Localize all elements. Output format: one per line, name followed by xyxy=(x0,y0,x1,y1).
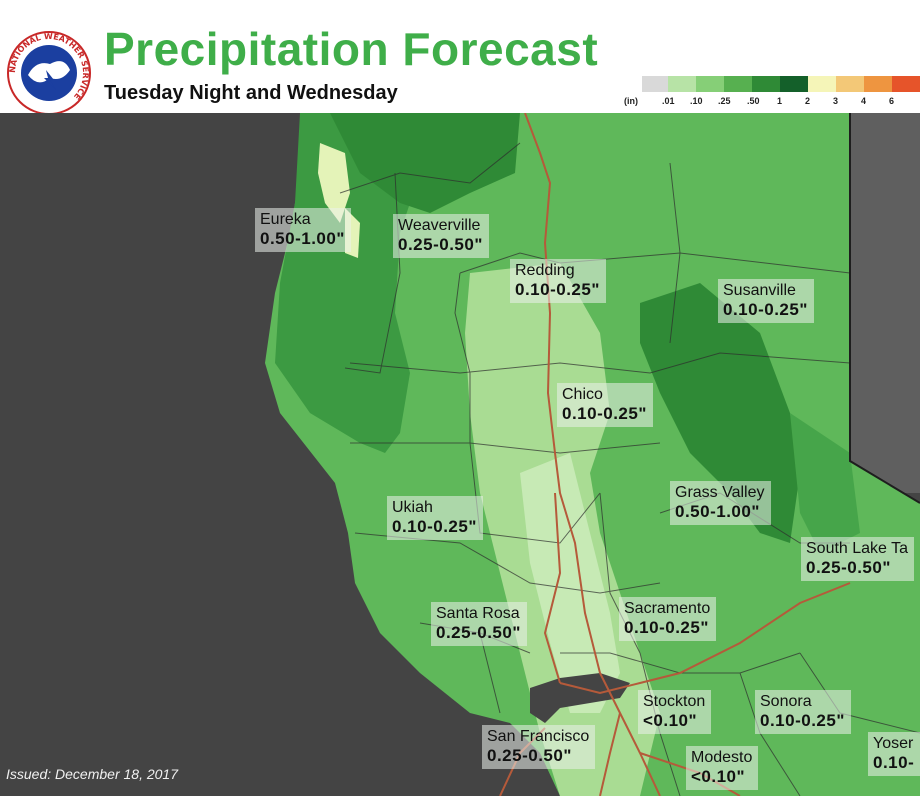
city-name: Stockton xyxy=(643,693,706,710)
legend-swatch xyxy=(696,76,724,92)
legend-tick: 2 xyxy=(805,96,811,106)
nevada-area xyxy=(850,113,920,493)
map-label-ukiah: Ukiah 0.10-0.25" xyxy=(387,496,483,540)
city-name: Modesto xyxy=(691,749,753,766)
legend-swatch xyxy=(836,76,864,92)
state-border xyxy=(849,113,920,504)
legend-swatch xyxy=(780,76,808,92)
legend-tick: .10 xyxy=(690,96,703,106)
legend-tick: 3 xyxy=(833,96,839,106)
map-label-south-lake-tahoe: South Lake Ta 0.25-0.50" xyxy=(801,537,915,581)
precip-sierra-mid xyxy=(790,413,860,553)
legend-tick: .25 xyxy=(718,96,731,106)
legend-tick: 6 xyxy=(889,96,895,106)
precip-amount: 0.50-1.00" xyxy=(675,502,760,522)
legend-unit: (in) xyxy=(624,96,638,106)
precip-amount: 0.10- xyxy=(873,753,915,773)
map-label-sonora: Sonora 0.10-0.25" xyxy=(755,690,851,734)
map-label-chico: Chico 0.10-0.25" xyxy=(557,383,653,427)
precip-amount: 0.25-0.50" xyxy=(487,746,572,766)
precip-amount: <0.10" xyxy=(643,711,698,731)
city-name: Sacramento xyxy=(624,600,711,617)
map-label-modesto: Modesto <0.10" xyxy=(686,746,759,790)
legend-swatch xyxy=(892,76,920,92)
city-name: San Francisco xyxy=(487,728,590,745)
page-subtitle: Tuesday Night and Wednesday xyxy=(104,82,398,104)
city-name: South Lake Ta xyxy=(806,540,909,557)
precip-north-dark xyxy=(330,113,520,213)
precip-amount: 0.10-0.25" xyxy=(392,517,477,537)
legend-tick: .01 xyxy=(662,96,675,106)
city-name: Sonora xyxy=(760,693,812,710)
map-label-grass-valley: Grass Valley 0.50-1.00" xyxy=(670,481,771,525)
city-name: Grass Valley xyxy=(675,484,765,501)
legend-swatch xyxy=(752,76,780,92)
city-name: Yoser xyxy=(873,735,914,752)
page-title: Precipitation Forecast xyxy=(104,23,599,75)
bay-water xyxy=(530,673,630,723)
map-label-eureka: Eureka 0.50-1.00" xyxy=(255,208,351,252)
precip-amount: 0.10-0.25" xyxy=(562,404,647,424)
precipitation-map[interactable]: Eureka 0.50-1.00" Weaverville 0.25-0.50"… xyxy=(0,112,920,797)
legend-swatch xyxy=(642,76,668,92)
precip-amount: 0.10-0.25" xyxy=(723,300,808,320)
precip-valley-lightest xyxy=(520,453,620,713)
legend-swatch xyxy=(808,76,836,92)
legend-swatch xyxy=(668,76,696,92)
precip-yellow-spot xyxy=(318,143,350,223)
precip-amount: 0.10-0.25" xyxy=(515,280,600,300)
map-label-yosemite: Yoser 0.10- xyxy=(868,732,920,776)
precip-amount: 0.10-0.25" xyxy=(624,618,709,638)
precip-amount: 0.10-0.25" xyxy=(760,711,845,731)
header: NATIONAL WEATHER SERVICE Precipitation F… xyxy=(0,0,920,115)
map-label-susanville: Susanville 0.10-0.25" xyxy=(718,279,814,323)
legend-swatch xyxy=(724,76,752,92)
city-name: Eureka xyxy=(260,211,311,228)
legend-swatch xyxy=(864,76,892,92)
precip-sierra-heavy xyxy=(640,283,800,543)
city-name: Susanville xyxy=(723,282,796,299)
map-label-redding: Redding 0.10-0.25" xyxy=(510,259,606,303)
legend-tick: 4 xyxy=(861,96,867,106)
precip-amount: <0.10" xyxy=(691,767,746,787)
city-name: Santa Rosa xyxy=(436,605,520,622)
nws-logo-icon: NATIONAL WEATHER SERVICE xyxy=(7,31,91,115)
precip-amount: 0.25-0.50" xyxy=(806,558,891,578)
precip-amount: 0.25-0.50" xyxy=(398,235,483,255)
precip-coast-heavy xyxy=(275,113,420,453)
city-name: Redding xyxy=(515,262,575,279)
precip-amount: 0.50-1.00" xyxy=(260,229,345,249)
city-name: Weaverville xyxy=(398,217,481,234)
issued-date: Issued: December 18, 2017 xyxy=(6,766,178,782)
map-label-santa-rosa: Santa Rosa 0.25-0.50" xyxy=(431,602,527,646)
map-label-stockton: Stockton <0.10" xyxy=(638,690,712,734)
city-name: Chico xyxy=(562,386,603,403)
map-label-san-francisco: San Francisco 0.25-0.50" xyxy=(482,725,596,769)
legend-tick: .50 xyxy=(747,96,760,106)
color-legend: (in) .01 .10 .25 .50 1 2 3 4 6 xyxy=(620,76,920,110)
map-label-sacramento: Sacramento 0.10-0.25" xyxy=(619,597,717,641)
map-label-weaverville: Weaverville 0.25-0.50" xyxy=(393,214,489,258)
city-name: Ukiah xyxy=(392,499,433,516)
precip-amount: 0.25-0.50" xyxy=(436,623,521,643)
legend-tick: 1 xyxy=(777,96,783,106)
